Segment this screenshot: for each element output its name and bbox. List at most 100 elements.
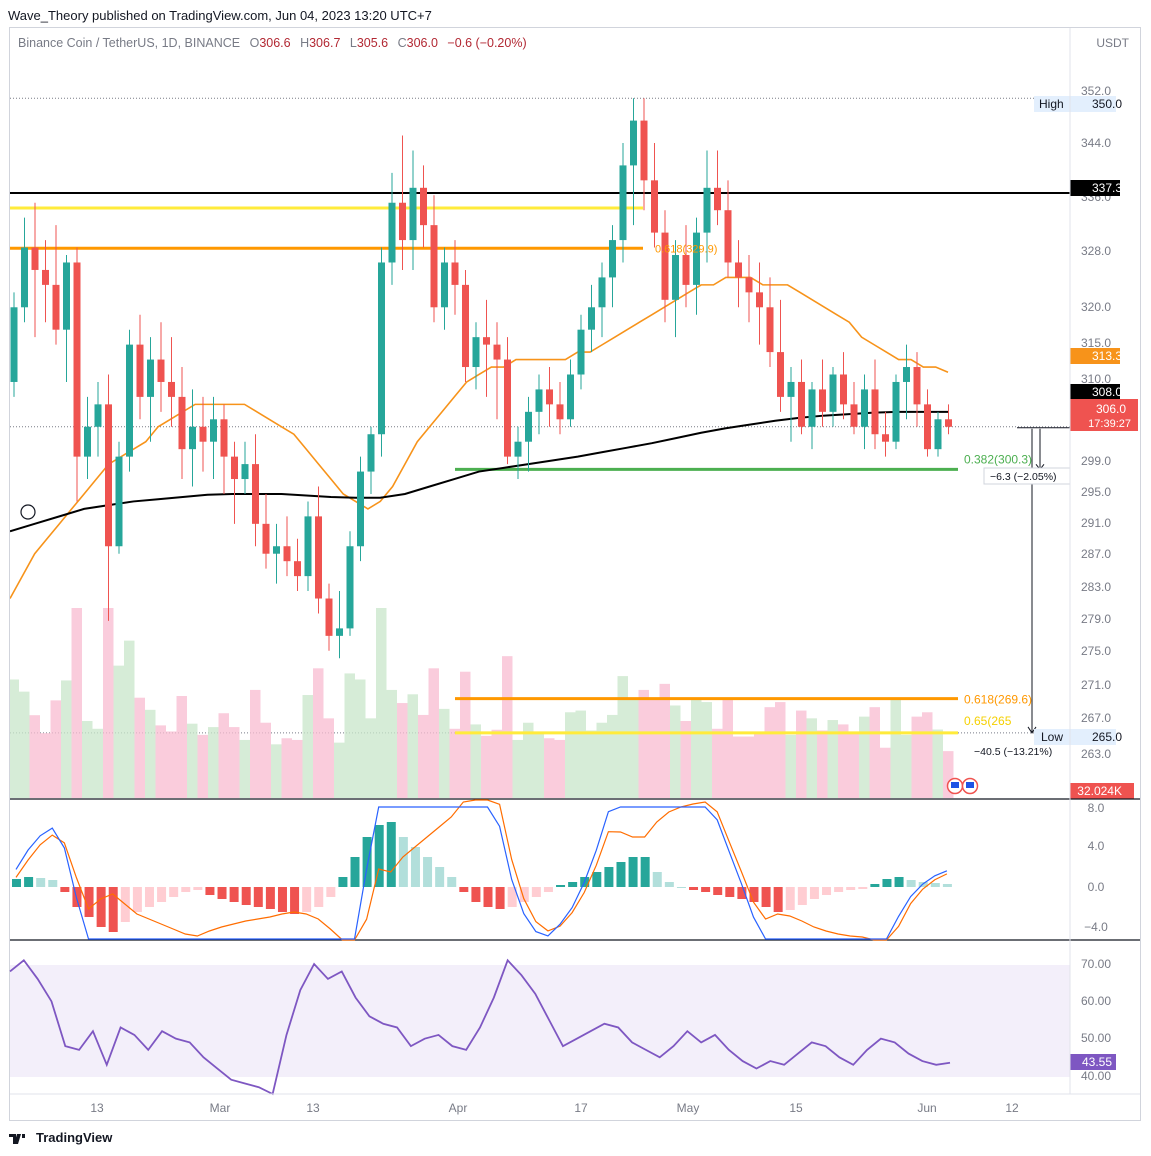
volume-bar [764, 707, 775, 798]
candle-body [84, 426, 91, 457]
fib-label-065: 0.65(265 [964, 714, 1012, 728]
high-label: H [300, 36, 310, 50]
price-tick-label: 315.0 [1081, 336, 1111, 350]
candle-body [10, 307, 18, 382]
candle-body [168, 381, 175, 397]
volume-bar [187, 723, 198, 798]
volume-bar [302, 695, 313, 798]
macd-histogram-bar [72, 887, 82, 907]
rsi-tick-label: 70.00 [1081, 957, 1111, 971]
symbol-legend: Binance Coin / TetherUS, 1D, BINANCE O30… [18, 36, 527, 50]
macd-line [15, 806, 948, 940]
volume-bar [943, 751, 954, 798]
volume-tag: 32.024K [1077, 784, 1122, 798]
candle-body [735, 262, 742, 278]
brand-name: TradingView [36, 1130, 113, 1145]
volume-bar [50, 700, 61, 798]
measure-box-long [968, 743, 1070, 759]
fib-label-0382: 0.382(300.3) [964, 452, 1032, 466]
macd-histogram-bar [314, 887, 324, 907]
volume-bar [848, 733, 859, 798]
volume-bar [628, 698, 639, 798]
volume-bar [10, 679, 19, 798]
volume-bar [376, 608, 387, 798]
candle-body [399, 202, 406, 241]
price-tick-label: 279.0 [1081, 612, 1111, 626]
candle-body [21, 247, 28, 308]
macd-histogram-bar [604, 867, 614, 887]
macd-histogram-bar [628, 857, 638, 887]
volume-bar [670, 705, 681, 798]
candle-body [231, 456, 238, 480]
volume-bar [19, 691, 30, 798]
macd-histogram-bar [616, 862, 626, 887]
candle-body [619, 165, 627, 241]
volume-bar [208, 727, 219, 798]
price-tick-label: 320.0 [1081, 300, 1111, 314]
low-price-tag: 265.0 [1092, 730, 1122, 744]
macd-histogram-bar [773, 887, 783, 912]
high-label: High [1039, 97, 1064, 111]
price-tick-label: 299.0 [1081, 454, 1111, 468]
volume-bar [932, 729, 943, 798]
macd-histogram-bar [181, 887, 191, 892]
volume-bar [29, 715, 40, 798]
price-tick-label: 295.0 [1081, 485, 1111, 499]
candle-body [346, 546, 354, 629]
price-tick-label: 352.0 [1081, 84, 1111, 98]
macd-histogram-bar [265, 887, 275, 909]
time-tick-label: 17 [574, 1101, 588, 1115]
candle-body [315, 516, 322, 599]
volume-bar [911, 716, 922, 798]
ma200-line [10, 410, 948, 533]
volume-bar [229, 727, 240, 798]
ma200-price-tag-bg [1070, 384, 1120, 400]
measure-text-short: −6.3 (−2.05%) [990, 471, 1057, 483]
volume-bar [859, 716, 870, 798]
volume-bar [544, 738, 555, 798]
time-tick-label: 13 [90, 1101, 104, 1115]
macd-histogram-bar [386, 822, 396, 887]
low-value: 305.6 [356, 36, 389, 50]
candle-body [871, 389, 879, 435]
candle-body [189, 426, 196, 450]
candle-body [52, 284, 60, 330]
symbol-name[interactable]: Binance Coin / TetherUS, 1D, BINANCE [18, 36, 241, 50]
candle-body [777, 352, 784, 397]
macd-tick-label: 0.0 [1088, 880, 1105, 894]
volume-bar [775, 702, 786, 798]
macd-histogram-bar [302, 887, 312, 912]
volume-bar [502, 656, 513, 798]
macd-histogram-bar [906, 880, 916, 887]
candle-body [514, 441, 522, 457]
price-tick-label: 271.0 [1081, 678, 1111, 692]
high-value: 306.7 [309, 36, 341, 50]
macd-histogram-bar [822, 887, 832, 895]
close-label: C [397, 36, 407, 50]
candle-body [220, 419, 228, 457]
fib-label-0618-upper: 0.618(329.9) [655, 243, 717, 255]
price-tick-label: 287.0 [1081, 547, 1111, 561]
cursor-marker-icon [20, 504, 36, 520]
candle-body [388, 202, 396, 263]
currency-label[interactable]: USDT [1096, 36, 1129, 50]
candle-body [819, 389, 826, 412]
volume-bar [407, 694, 418, 798]
volume-bar [386, 689, 397, 798]
change-value: −0.6 (−0.20%) [447, 36, 527, 50]
macd-histogram-bar [205, 887, 215, 895]
candle-body [420, 187, 427, 226]
candle-body [934, 419, 942, 450]
macd-histogram-bar [398, 837, 408, 887]
rsi-value-tag: 43.55 [1082, 1055, 1112, 1069]
time-tick-label: 12 [1005, 1101, 1019, 1115]
volume-bar [712, 728, 723, 798]
macd-histogram-bar [253, 887, 263, 907]
macd-histogram-bar [713, 887, 723, 895]
volume-bar [901, 734, 912, 798]
candle-body [136, 344, 144, 397]
candle-body [913, 367, 921, 405]
measure-arrow-long-icon [1027, 726, 1037, 734]
low-label: Low [1041, 730, 1063, 744]
